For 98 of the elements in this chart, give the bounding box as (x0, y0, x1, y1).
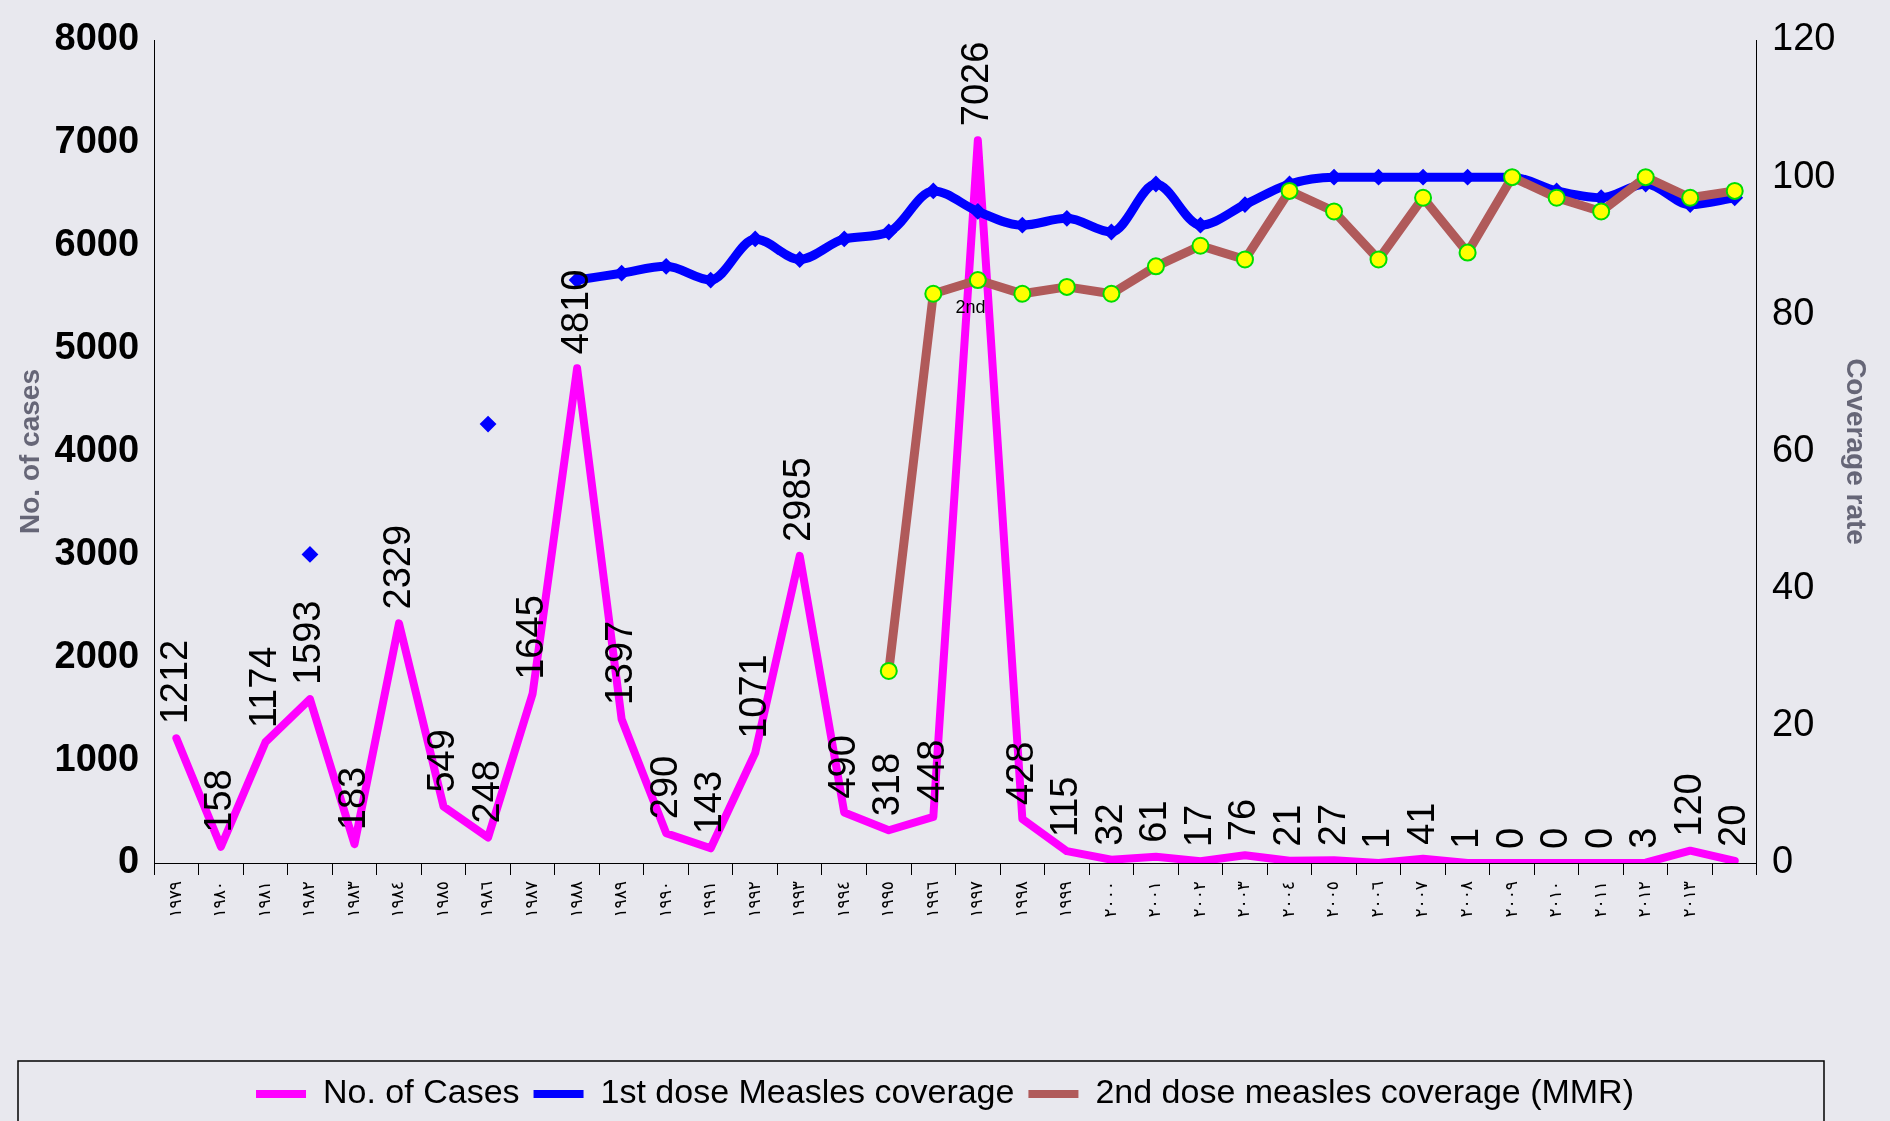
data-label: 21 (1265, 804, 1308, 847)
data-label: 0 (1533, 827, 1576, 849)
x-tick-label: ١٩٨٦ (476, 881, 497, 918)
data-label: 115 (1043, 776, 1086, 838)
data-label: 428 (998, 741, 1041, 805)
data-label: 0 (1577, 827, 1620, 849)
data-label: 490 (820, 735, 863, 799)
x-tick-label: ٢٠١٠ (1545, 881, 1566, 918)
x-tick-label: ٢٠٠٢ (1188, 881, 1209, 918)
data-label: 290 (642, 755, 685, 820)
data-label: 248 (464, 760, 507, 824)
data-label: 1645 (509, 595, 552, 680)
y-axis-title: No. of cases (13, 369, 45, 534)
data-label: 448 (909, 739, 952, 803)
data-label: 20 (1711, 804, 1754, 847)
data-label: 3 (1622, 827, 1665, 849)
x-tick-label: ٢٠١١ (1589, 881, 1610, 918)
x-tick-label: ٢٠٠١ (1144, 881, 1165, 918)
data-label: 7026 (954, 41, 997, 127)
data-label: 143 (687, 770, 730, 835)
x-tick-label: ١٩٨٥ (431, 881, 452, 918)
x-tick-label: ٢٠١٣ (1678, 881, 1699, 918)
x-tick-label: ١٩٨٢ (298, 881, 319, 918)
legend-label: 1st dose Measles coverage (600, 1072, 1015, 1111)
x-tick-label: ١٩٩٨ (1010, 881, 1031, 918)
legend-label: No. of Cases (323, 1072, 520, 1111)
point (880, 224, 897, 241)
data-label: 158 (197, 769, 240, 833)
x-tick-label: ١٩٩٦ (921, 881, 942, 918)
x-tick-label: ١٩٨٤ (387, 881, 408, 918)
point (1147, 176, 1164, 193)
x-tick-label: ٢٠٠٤ (1277, 881, 1298, 918)
x-tick-label: ٢٠٠٦ (1366, 881, 1387, 918)
x-tick-label: ١٩٨٨ (565, 881, 586, 918)
x-tick-label: ١٩٨٣ (342, 881, 363, 918)
y2-tick-label: 120 (1772, 16, 1836, 59)
data-label: 61 (1132, 800, 1175, 843)
x-tick-label: ٢٠٠٧ (1411, 881, 1432, 918)
y-tick-label: 4000 (54, 427, 140, 470)
y-tick-label: 8000 (54, 16, 140, 59)
x-tick-label: ١٩٩٢ (743, 881, 764, 918)
x-tick-label: ١٩٨٠ (209, 881, 230, 918)
data-label: 183 (330, 766, 373, 831)
data-label: 1174 (241, 646, 284, 729)
data-label: 120 (1666, 773, 1709, 837)
x-tick-label: ١٩٨٩ (610, 881, 631, 918)
y-tick-label: 1000 (54, 736, 140, 779)
y-tick-label: 5000 (54, 325, 140, 368)
x-tick-label: ٢٠١٢ (1634, 881, 1655, 918)
y2-tick-label: 20 (1772, 702, 1815, 745)
y2-tick-label: 40 (1772, 565, 1815, 608)
y-tick-label: 7000 (54, 119, 140, 162)
point (969, 203, 986, 220)
y-tick-label: 6000 (54, 222, 140, 265)
x-tick-label: ١٩٩٩ (1055, 881, 1076, 918)
point (1236, 196, 1253, 213)
point (301, 546, 318, 563)
x-tick-label: ١٩٧٩ (164, 881, 185, 918)
data-label: 1212 (152, 639, 195, 725)
x-tick-label: ١٩٨٧ (521, 881, 542, 918)
y2-tick-label: 100 (1772, 153, 1836, 196)
data-label: 32 (1087, 803, 1130, 846)
x-tick-label: ٢٠٠٣ (1233, 881, 1254, 918)
data-label: 41 (1399, 802, 1442, 845)
x-tick-label: ١٩٩٤ (832, 881, 853, 918)
x-tick-label: ٢٠٠٨ (1456, 881, 1477, 918)
y2-tick-label: 0 (1772, 839, 1794, 882)
data-label: 4810 (553, 269, 596, 355)
data-label: 0 (1488, 827, 1531, 849)
data-label: 1397 (598, 620, 641, 706)
data-label: 1593 (286, 600, 329, 686)
y-tick-label: 2000 (54, 633, 140, 676)
x-tick-label: ١٩٨١ (253, 881, 274, 918)
y2-axis-title: Coverage rate (1841, 358, 1873, 545)
x-tick-label: ١٩٩١ (699, 881, 720, 918)
x-tick-label: ٢٠٠٩ (1500, 881, 1521, 918)
y-tick-label: 0 (117, 839, 140, 882)
x-tick-label: ١٩٩٣ (788, 881, 809, 918)
data-label: 76 (1221, 798, 1264, 842)
data-label: 1 (1355, 827, 1398, 849)
data-label: 2329 (375, 524, 418, 610)
x-tick-label: ٢٠٠٥ (1322, 881, 1343, 918)
data-label: 318 (865, 752, 908, 817)
point (480, 416, 497, 433)
x-tick-label: ١٩٩٥ (877, 881, 898, 918)
data-label: 549 (420, 729, 463, 793)
legend-label: 2nd dose measles coverage (MMR) (1095, 1072, 1634, 1111)
x-tick-label: ١٩٩٠ (654, 881, 675, 918)
data-label: 1 (1444, 827, 1487, 849)
y2-tick-label: 80 (1772, 290, 1815, 333)
y2-tick-label: 60 (1772, 427, 1815, 470)
x-tick-label: ١٩٩٧ (966, 881, 987, 918)
x-tick-label: ٢٠٠٠ (1099, 881, 1120, 918)
y-tick-label: 3000 (54, 530, 140, 573)
data-label: 1071 (731, 654, 774, 739)
data-label: 2985 (776, 457, 819, 542)
data-label: 27 (1310, 803, 1353, 847)
data-label: 17 (1176, 804, 1219, 848)
